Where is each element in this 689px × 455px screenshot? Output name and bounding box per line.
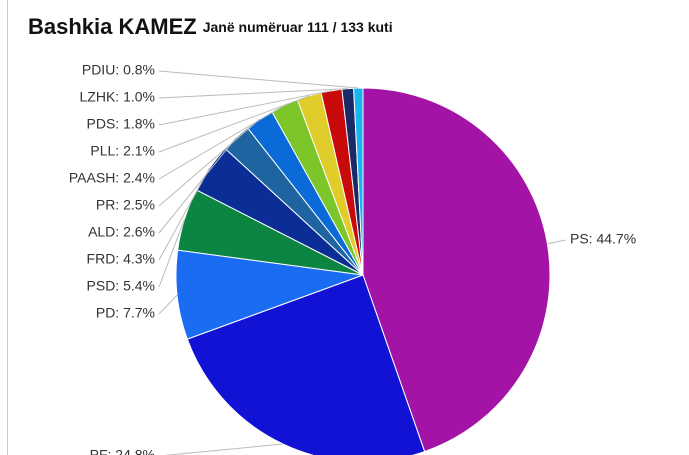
leader-line — [158, 137, 237, 234]
data-label: PDS: 1.8% — [87, 116, 155, 132]
pie-slice — [362, 87, 551, 453]
leader-line — [158, 118, 260, 207]
data-label: PAASH: 2.4% — [69, 170, 155, 186]
leader-line — [158, 70, 359, 89]
data-label: PS: 44.7% — [570, 231, 636, 247]
leader-line — [164, 443, 283, 455]
chart-title: Bashkia KAMEZ Janë numëruar 111 / 133 kut… — [28, 14, 393, 39]
leader-line — [158, 104, 285, 180]
data-label: FRD: 4.3% — [87, 251, 155, 267]
data-label: PSD: 5.4% — [87, 278, 155, 294]
leader-line — [158, 90, 332, 126]
data-label: PD: 7.7% — [96, 305, 155, 321]
leader-line — [158, 294, 178, 315]
data-label: PR: 2.5% — [96, 197, 155, 213]
data-label: PF: 24.8% — [90, 447, 155, 455]
data-label: ALD: 2.6% — [88, 224, 155, 240]
leader-line — [158, 88, 348, 99]
leader-line — [547, 239, 567, 245]
data-label: PDIU: 0.8% — [82, 62, 155, 78]
data-label: PLL: 2.1% — [90, 143, 155, 159]
leader-line — [158, 168, 210, 261]
subtitle: Janë numëruar 111 / 133 kuti — [203, 19, 393, 35]
title: Bashkia KAMEZ — [28, 14, 197, 39]
leader-line — [158, 95, 310, 153]
leader-line — [158, 219, 185, 288]
pie-slice — [353, 87, 364, 276]
data-label: LZHK: 1.0% — [80, 89, 155, 105]
